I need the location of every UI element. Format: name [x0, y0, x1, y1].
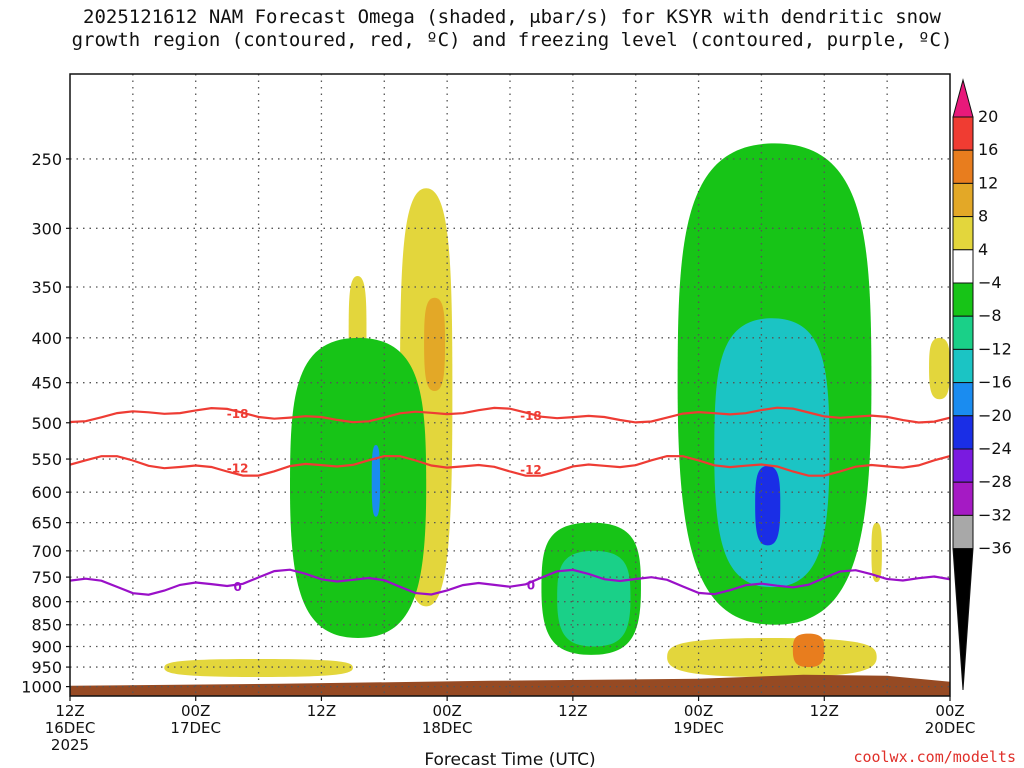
- y-tick-label-550: 550: [31, 450, 62, 469]
- colorbar-label-5: −4: [978, 273, 1002, 292]
- colorbar-label-13: −36: [978, 539, 1012, 558]
- omega-region-12: [792, 633, 825, 668]
- y-tick-label-350: 350: [31, 278, 62, 297]
- colorbar-label-2: 12: [978, 173, 998, 192]
- contour-label-1-1: -12: [520, 463, 542, 477]
- contour-label-2-0: 0: [233, 580, 241, 594]
- omega-colorbar: 20 16 12 8 4 −4 −8 −12 −16 −20 −24 −28 −32 −36: [952, 78, 1012, 691]
- x-tick-label-36: 00Z: [432, 702, 461, 720]
- contour-lines: -18 -18 -12 -12 0 0: [70, 406, 950, 596]
- colorbar-bin-4: [952, 216, 974, 251]
- contour-dgz--12: [70, 454, 950, 477]
- contour-dgz--18: [70, 406, 950, 424]
- y-tick-label-850: 850: [31, 616, 62, 635]
- colorbar-label-3: 8: [978, 207, 988, 226]
- y-tick-label-700: 700: [31, 542, 62, 561]
- colorbar-label-4: 4: [978, 240, 988, 259]
- colorbar-bin-2: [952, 149, 974, 184]
- x-tick-date-0: 16DEC: [45, 719, 96, 737]
- colorbar-label-0: 20: [978, 107, 998, 126]
- chart-title-line-2: growth region (contoured, red, ºC) and f…: [71, 29, 953, 51]
- colorbar-bin-8: [952, 348, 974, 384]
- y-tick-label-650: 650: [31, 514, 62, 533]
- colorbar-label-6: −8: [978, 306, 1002, 325]
- colorbar-bin-9: [952, 382, 974, 417]
- colorbar-label-7: −12: [978, 339, 1012, 358]
- omega-region-14: [929, 337, 950, 400]
- omega-shading: [164, 143, 950, 677]
- x-tick-label-84: 00Z: [935, 702, 964, 720]
- chart-axes: 250 300 350 400 450 500 550 600 650 700 750 800 850 9…: [21, 73, 976, 768]
- x-tick-label-72: 12Z: [810, 702, 839, 720]
- y-tick-label-400: 400: [31, 329, 62, 348]
- omega-region-10: [755, 465, 781, 546]
- omega-region-5: [371, 444, 381, 517]
- colorbar-label-1: 16: [978, 140, 998, 159]
- chart-title-line-1: 2025121612 NAM Forecast Omega (shaded, μ…: [83, 6, 941, 28]
- credit-text: coolwx.com/modelts: [853, 748, 1016, 766]
- contour-label-0-0: -18: [227, 407, 249, 421]
- x-tick-label-24: 12Z: [307, 702, 336, 720]
- omega-region-9: [714, 318, 830, 588]
- y-tick-label-300: 300: [31, 219, 62, 238]
- x-tick-date-60: 19DEC: [673, 719, 724, 737]
- x-axis-title: Forecast Time (UTC): [424, 750, 595, 768]
- colorbar-bin-1: [952, 116, 974, 151]
- colorbar-label-11: −28: [978, 472, 1012, 491]
- x-tick-date-12: 17DEC: [170, 719, 221, 737]
- colorbar-bin-14: [952, 548, 974, 691]
- colorbar-label-8: −16: [978, 373, 1012, 392]
- colorbar-label-9: −20: [978, 406, 1012, 425]
- y-tick-label-250: 250: [31, 150, 62, 169]
- y-tick-label-450: 450: [31, 374, 62, 393]
- contour-label-0-1: -18: [520, 409, 542, 423]
- colorbar-bin-0: [952, 78, 974, 118]
- x-tick-date-36: 18DEC: [422, 719, 473, 737]
- x-tick-label-60: 00Z: [684, 702, 713, 720]
- colorbar-bin-3: [952, 182, 974, 218]
- contour-freezing-level: [70, 568, 950, 596]
- omega-region-4: [290, 337, 427, 638]
- y-tick-label-600: 600: [31, 483, 62, 502]
- y-tick-label-900: 900: [31, 637, 62, 656]
- chart-title: 2025121612 NAM Forecast Omega (shaded, μ…: [0, 6, 1024, 52]
- colorbar-label-10: −24: [978, 439, 1012, 458]
- plot-frame: [69, 73, 951, 697]
- omega-region-7: [557, 550, 631, 647]
- colorbar-bin-6: [952, 282, 974, 317]
- colorbar-bin-12: [952, 481, 974, 516]
- x-tick-label-0: 12Z: [55, 702, 84, 720]
- colorbar-bin-13: [952, 514, 974, 550]
- x-tick-label-48: 12Z: [558, 702, 587, 720]
- x-tick-label-12: 00Z: [181, 702, 210, 720]
- y-tick-label-750: 750: [31, 568, 62, 587]
- y-tick-label-800: 800: [31, 593, 62, 612]
- y-tick-label-500: 500: [31, 414, 62, 433]
- contour-label-2-1: 0: [527, 579, 535, 593]
- x-tick-date-84: 20DEC: [925, 719, 976, 737]
- colorbar-bin-11: [952, 448, 974, 483]
- colorbar-bin-10: [952, 415, 974, 450]
- colorbar-bin-5: [952, 249, 974, 284]
- contour-label-1-0: -12: [227, 461, 249, 475]
- omega-region-2: [424, 297, 446, 392]
- omega-region-13: [871, 522, 882, 583]
- colorbar-bin-7: [952, 315, 974, 350]
- y-tick-label-1000: 1000: [21, 678, 62, 697]
- colorbar-label-12: −32: [978, 505, 1012, 524]
- y-tick-label-950: 950: [31, 658, 62, 677]
- omega-region-11: [667, 637, 877, 677]
- x-tick-year-0: 2025: [51, 736, 89, 754]
- omega-region-3: [164, 658, 353, 677]
